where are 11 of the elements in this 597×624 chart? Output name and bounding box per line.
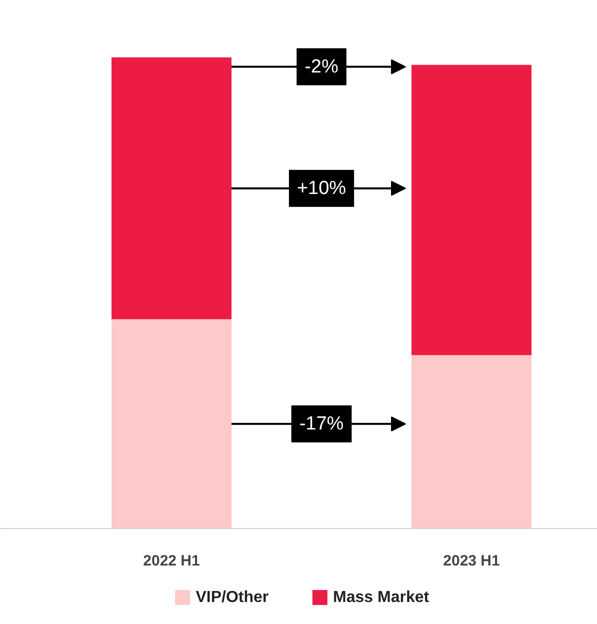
annotation: +10% (296, 178, 346, 199)
bar (112, 319, 232, 528)
bar (112, 57, 232, 320)
annotation: -17% (299, 413, 344, 434)
legend-label: VIP/Other (196, 589, 269, 606)
legend-label: Mass Market (333, 589, 430, 606)
x-tick-label: 2022 H1 (143, 552, 200, 570)
annotation: -2% (304, 56, 338, 78)
bar (412, 64, 532, 356)
x-tick-label: 2023 H1 (443, 552, 500, 570)
bar (412, 355, 532, 528)
